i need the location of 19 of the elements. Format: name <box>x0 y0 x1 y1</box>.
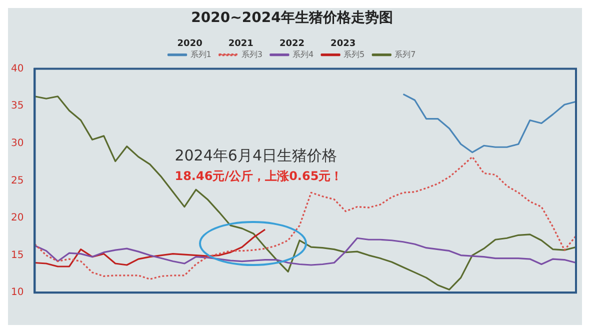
text: 2020 <box>177 39 202 50</box>
annotation: 18.46元/公斤，上涨0.65元！ <box>174 168 343 183</box>
y-tick-label: 40 <box>10 63 24 74</box>
text: 2021 <box>228 39 254 50</box>
text: 2022 <box>279 39 305 50</box>
y-tick-label: 10 <box>10 287 24 298</box>
y-tick-label: 35 <box>10 100 24 112</box>
chart-title: 2020~2024年生猪价格走势图 <box>191 10 393 26</box>
y-tick-label: 15 <box>10 250 24 261</box>
legend-label: 系列1 <box>190 50 212 59</box>
y-tick-label: 20 <box>10 212 24 224</box>
legend-label: 系列4 <box>292 50 314 59</box>
legend-label: 系列3 <box>241 50 262 59</box>
text: 2023 <box>330 39 356 50</box>
y-tick-label: 30 <box>10 138 24 149</box>
annotation: 2024年6月4日生猪价格 <box>174 146 337 165</box>
y-tick-label: 25 <box>10 175 24 186</box>
legend-label: 系列7 <box>394 50 416 59</box>
legend-label: 系列5 <box>344 50 365 59</box>
